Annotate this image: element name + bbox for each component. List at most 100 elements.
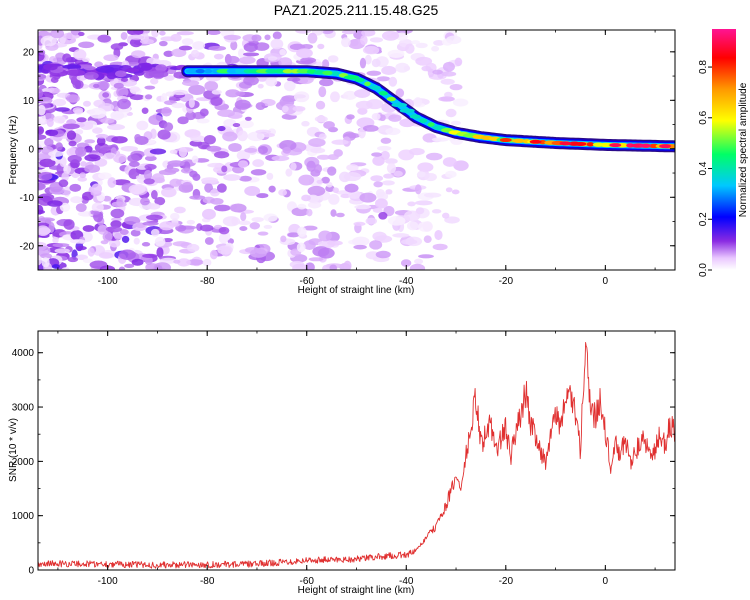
noise-blob [307,201,322,209]
x-tick-label: 0 [603,576,609,587]
signal-blob [369,85,381,90]
noise-blob [202,258,212,267]
noise-blob [121,77,129,82]
noise-blob [247,131,265,142]
noise-blob [343,90,357,100]
noise-blob [381,30,400,41]
noise-blob [155,64,167,72]
noise-blob [417,162,434,173]
noise-blob [171,48,187,58]
noise-blob [370,175,384,182]
noise-blob [415,56,433,66]
noise-blob [285,168,293,177]
signal-blob [378,91,389,96]
noise-blob [38,245,51,256]
noise-blob [38,89,44,98]
noise-blob [388,114,402,122]
noise-blob [297,226,307,238]
noise-blob [75,246,87,251]
noise-blob [257,231,269,236]
noise-blob [38,182,46,191]
noise-blob [129,38,143,48]
noise-blob [120,145,139,152]
noise-blob [371,58,381,68]
noise-blob [139,38,155,45]
noise-blob [329,264,338,270]
noise-blob [264,34,271,41]
noise-blob [186,243,200,252]
noise-blob [422,133,437,143]
noise-blob [243,42,258,53]
noise-blob [454,57,463,67]
noise-blob [140,197,150,206]
noise-blob [229,203,247,213]
colorbar-tick-label: 0.8 [698,60,709,74]
noise-blob [199,224,214,232]
noise-blob [107,124,126,131]
noise-blob [256,193,269,199]
noise-blob [45,129,59,137]
snr-x-axis-label: Height of straight line (km) [298,585,415,596]
noise-blob [378,211,388,220]
noise-blob [418,254,434,259]
noise-blob [62,234,73,241]
y-tick-label: 4000 [12,348,35,359]
noise-blob [190,49,200,58]
noise-blob [83,71,99,80]
noise-blob [147,203,161,210]
noise-blob [44,137,54,147]
noise-blob [154,196,166,206]
noise-blob [300,43,314,50]
noise-blob [395,88,405,98]
noise-blob [444,216,460,224]
noise-blob [47,87,61,94]
noise-blob [237,130,248,142]
noise-blob [95,133,109,139]
noise-blob [82,191,94,201]
noise-blob [395,62,410,73]
noise-blob [214,204,231,212]
noise-blob [97,80,110,90]
noise-blob [314,115,328,123]
noise-blob [239,226,248,231]
noise-blob [72,107,84,114]
noise-blob [282,146,291,154]
noise-blob [376,145,392,151]
noise-blob [327,55,339,63]
noise-blob [114,232,122,241]
noise-blob [94,61,104,68]
noise-blob [328,193,340,205]
noise-blob [387,49,405,58]
signal-blob [419,118,428,123]
noise-blob [171,102,185,109]
noise-blob [50,30,65,39]
noise-blob [282,105,289,113]
noise-blob [244,147,258,153]
noise-blob [304,262,315,270]
noise-blob [161,106,172,117]
noise-blob [95,65,115,73]
noise-blob [148,70,169,78]
noise-blob [164,75,175,81]
snr-panel: -100 -80 -60 -40 -20 0 0 1000 2000 3000 4000 Heig… [8,330,676,596]
noise-blob [154,236,166,247]
signal-blob [399,108,415,113]
noise-blob [204,237,214,245]
noise-blob [175,224,187,232]
noise-blob [222,216,241,227]
noise-blob [207,162,225,168]
noise-blob [243,75,259,86]
noise-blob [375,250,391,259]
noise-blob [186,259,204,266]
noise-blob [121,235,130,243]
noise-blob [38,217,55,222]
noise-blob [150,228,160,237]
noise-blob [306,208,313,217]
noise-blob [308,257,324,262]
noise-blob [127,34,145,40]
noise-blob [318,230,333,242]
signal-blob [185,69,199,74]
noise-blob [151,190,158,200]
noise-blob [306,160,316,172]
noise-blob [272,31,282,40]
